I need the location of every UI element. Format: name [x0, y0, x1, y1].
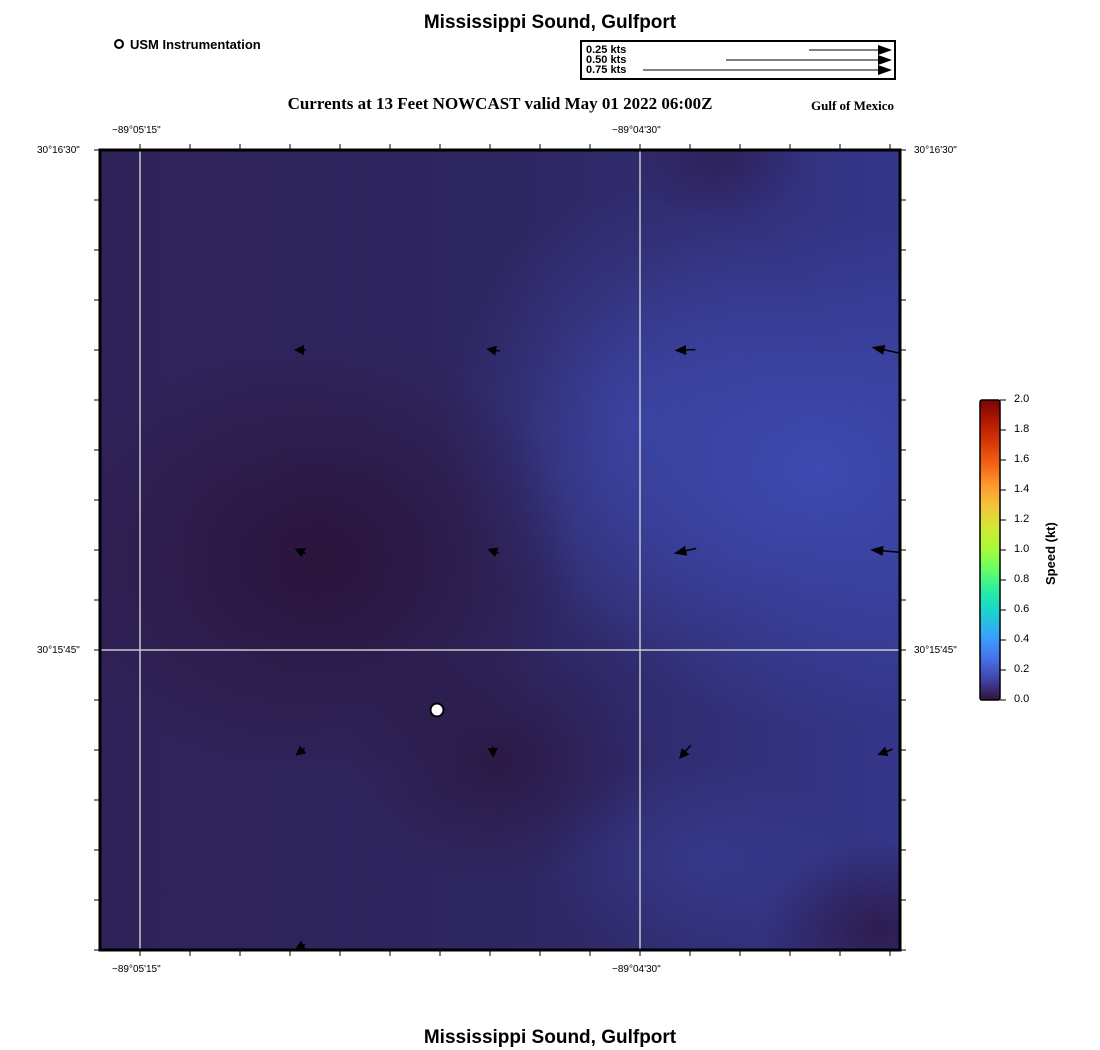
marker-legend-label: USM Instrumentation: [130, 37, 261, 52]
current-vector-arrow: [487, 547, 499, 558]
colorbar-tick-label: 0.2: [1014, 663, 1030, 675]
current-vector-arrow: [673, 545, 697, 556]
map-frame: [98, 148, 902, 952]
current-vector-arrow: [295, 745, 307, 756]
map-subtitle: Currents at 13 Feet NOWCAST valid May 01…: [287, 94, 713, 113]
lat-tick-right-1: 30°16'30": [914, 145, 957, 156]
map-title: Mississippi Sound, Gulfport: [423, 12, 677, 33]
colorbar-tick-label: 0.8: [1014, 573, 1030, 585]
colorbar-tick-label: 0.4: [1014, 633, 1030, 645]
current-vector-arrow: [674, 344, 696, 355]
graticule: [100, 150, 900, 950]
scale-arrow: [726, 55, 892, 65]
colorbar-tick-label: 1.4: [1014, 483, 1030, 495]
current-vector-arrow: [679, 744, 692, 760]
lon-tick-top-1: −89°05'15": [112, 125, 161, 136]
colorbar-tick-label: 1.8: [1014, 423, 1030, 435]
current-vectors: [294, 344, 900, 950]
scale-arrows: [643, 45, 892, 75]
current-vector-arrow: [294, 345, 306, 355]
speed-colorbar: [979, 399, 1001, 701]
colorbar-tick-label: 0.6: [1014, 603, 1030, 615]
current-vector-arrow: [294, 548, 306, 558]
lon-tick-bottom-2: −89°04'30": [612, 964, 661, 975]
lat-tick-left-1: 30°16'30": [37, 145, 80, 156]
scale-arrow: [809, 45, 892, 55]
scale-label-1: 0.25 kts: [586, 44, 627, 56]
colorbar-title: Speed (kt): [1043, 522, 1058, 585]
current-vector-arrow: [877, 746, 893, 757]
scale-arrow: [643, 65, 892, 75]
region-label: Gulf of Mexico: [811, 98, 895, 113]
lon-tick-top-2: −89°04'30": [612, 125, 661, 136]
colorbar-tick-label: 1.6: [1014, 453, 1030, 465]
usm-instrument-site[interactable]: [429, 702, 445, 718]
lat-tick-left-2: 30°15'45": [37, 645, 80, 656]
colorbar-tick-label: 2.0: [1014, 393, 1030, 405]
footer-title: Mississippi Sound, Gulfport: [423, 1027, 677, 1048]
lon-tick-bottom-1: −89°05'15": [112, 964, 161, 975]
colorbar-ticks: [1000, 399, 1006, 701]
lat-tick-right-2: 30°15'45": [914, 645, 957, 656]
speed-field: [100, 150, 900, 950]
colorbar-tick-label: 0.0: [1014, 693, 1030, 705]
current-vector-arrow: [487, 745, 498, 758]
scale-label-2: 0.50 kts: [586, 54, 627, 66]
instrument-marker-icon: [114, 39, 124, 49]
colorbar-tick-label: 1.0: [1014, 543, 1030, 555]
scale-label-3: 0.75 kts: [586, 64, 627, 76]
current-vector-arrow: [294, 940, 306, 950]
colorbar-tick-label: 1.2: [1014, 513, 1030, 525]
current-vector-arrow: [486, 345, 500, 356]
current-vector-arrow: [870, 545, 900, 556]
current-vector-arrow: [871, 344, 899, 355]
